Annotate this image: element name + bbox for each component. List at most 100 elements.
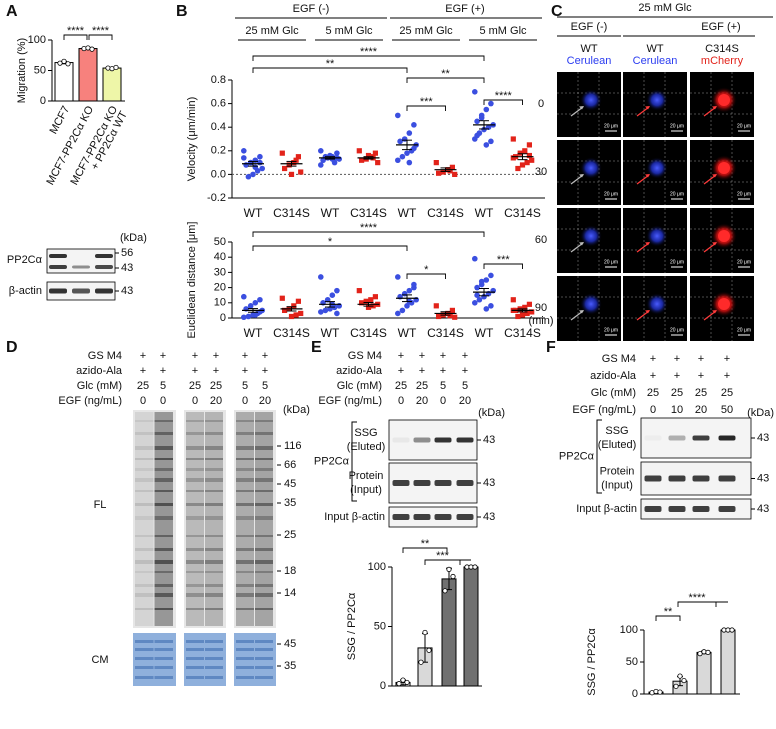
data-point xyxy=(488,303,494,309)
data-point xyxy=(729,627,735,633)
gel-band xyxy=(135,458,154,460)
lane-value: 50 xyxy=(721,404,733,416)
significance-bracket xyxy=(402,547,448,553)
lane-value: + xyxy=(650,370,656,382)
condition-header: 25 mM Glc xyxy=(638,2,692,14)
data-point xyxy=(481,126,487,133)
data-point xyxy=(452,171,458,177)
data-point xyxy=(247,303,254,309)
arrow-head xyxy=(579,174,584,178)
data-point xyxy=(474,284,480,291)
data-point xyxy=(515,313,521,320)
blot-row-label: PP2Cα xyxy=(7,254,43,266)
kda-marker: 43 xyxy=(757,503,769,515)
lane-value: 25 xyxy=(189,380,201,392)
cm-band xyxy=(255,657,273,660)
data-point xyxy=(368,297,374,303)
gel-band xyxy=(186,571,204,573)
cm-band xyxy=(135,657,154,660)
blot-band xyxy=(413,437,431,443)
blot-label: Input β-actin xyxy=(324,511,385,523)
blot-unit: (kDa) xyxy=(747,407,774,419)
scale-bar-label: 20 μm xyxy=(604,259,618,265)
lane-value: + xyxy=(242,350,248,362)
bar xyxy=(720,629,736,695)
cm-band xyxy=(255,648,273,651)
x-tick-label: WT xyxy=(398,206,417,220)
time-label: 60 xyxy=(535,234,547,246)
data-point xyxy=(404,303,410,309)
column-header: C314S xyxy=(705,43,739,55)
cm-band xyxy=(205,648,223,651)
lane-value: 0 xyxy=(160,395,166,407)
data-point xyxy=(293,312,299,318)
gel-band xyxy=(135,608,154,610)
gel-band xyxy=(186,478,204,482)
scale-bar-label: 20 μm xyxy=(670,191,684,197)
data-point xyxy=(65,61,71,67)
arrow-head xyxy=(712,174,717,178)
y-tick-label: 100 xyxy=(368,561,386,573)
cm-band xyxy=(154,676,173,679)
y-tick-label: 0 xyxy=(380,680,386,692)
x-tick-label: WT xyxy=(244,206,263,220)
kda-marker: 56 xyxy=(121,247,133,259)
cm-band xyxy=(236,657,254,660)
cell-signal xyxy=(646,225,668,247)
gel-band xyxy=(186,560,204,564)
arrow-head xyxy=(712,106,717,110)
data-point xyxy=(483,306,490,312)
cm-band xyxy=(205,640,223,643)
gel-band xyxy=(135,548,154,551)
gel-band xyxy=(135,516,154,520)
gel-band xyxy=(236,516,254,520)
kda-marker: 45 xyxy=(284,478,296,490)
data-point xyxy=(298,310,304,317)
blot-band xyxy=(456,437,474,443)
data-point xyxy=(288,313,295,320)
data-point xyxy=(375,160,381,166)
data-point xyxy=(61,58,67,64)
data-point xyxy=(295,154,301,160)
lane-value: + xyxy=(398,350,404,362)
data-point xyxy=(359,157,365,163)
kda-marker: 35 xyxy=(284,497,296,509)
gel-lane xyxy=(255,412,273,626)
row-label: azido-Ala xyxy=(76,365,123,377)
blot-band xyxy=(644,475,662,482)
data-point xyxy=(519,312,526,318)
blot-band xyxy=(49,288,67,294)
lane-value: 5 xyxy=(462,380,468,392)
data-point xyxy=(399,307,406,314)
lane-value: + xyxy=(698,370,704,382)
gel-band xyxy=(255,608,273,610)
data-point xyxy=(257,159,263,166)
gel-band xyxy=(205,516,223,520)
arrow-head xyxy=(579,310,584,314)
data-point xyxy=(365,304,372,310)
data-point xyxy=(411,284,417,291)
significance-bracket xyxy=(406,77,485,83)
gel-panel xyxy=(234,410,276,628)
data-point xyxy=(436,313,442,320)
significance-bracket xyxy=(252,245,408,251)
panel-label: D xyxy=(6,339,18,356)
gel-band xyxy=(154,593,173,597)
lane-value: + xyxy=(419,350,425,362)
data-point xyxy=(395,274,401,280)
category-line: MCF7 xyxy=(48,104,73,136)
row-label: azido-Ala xyxy=(590,370,637,382)
gel-band xyxy=(186,446,204,450)
category-label: MCF7 xyxy=(48,104,73,136)
y-tick-label: 100 xyxy=(620,624,638,636)
gel-band xyxy=(135,571,154,573)
lane-value: 20 xyxy=(459,395,471,407)
gel-band xyxy=(236,593,254,597)
gel-band xyxy=(205,560,223,564)
blot-band xyxy=(95,265,113,269)
row-label: EGF (ng/mL) xyxy=(572,404,636,416)
significance-label: **** xyxy=(688,592,706,604)
egf-header: EGF (+) xyxy=(445,3,484,15)
column-header: Cerulean xyxy=(567,55,612,67)
gel-band xyxy=(154,535,173,537)
